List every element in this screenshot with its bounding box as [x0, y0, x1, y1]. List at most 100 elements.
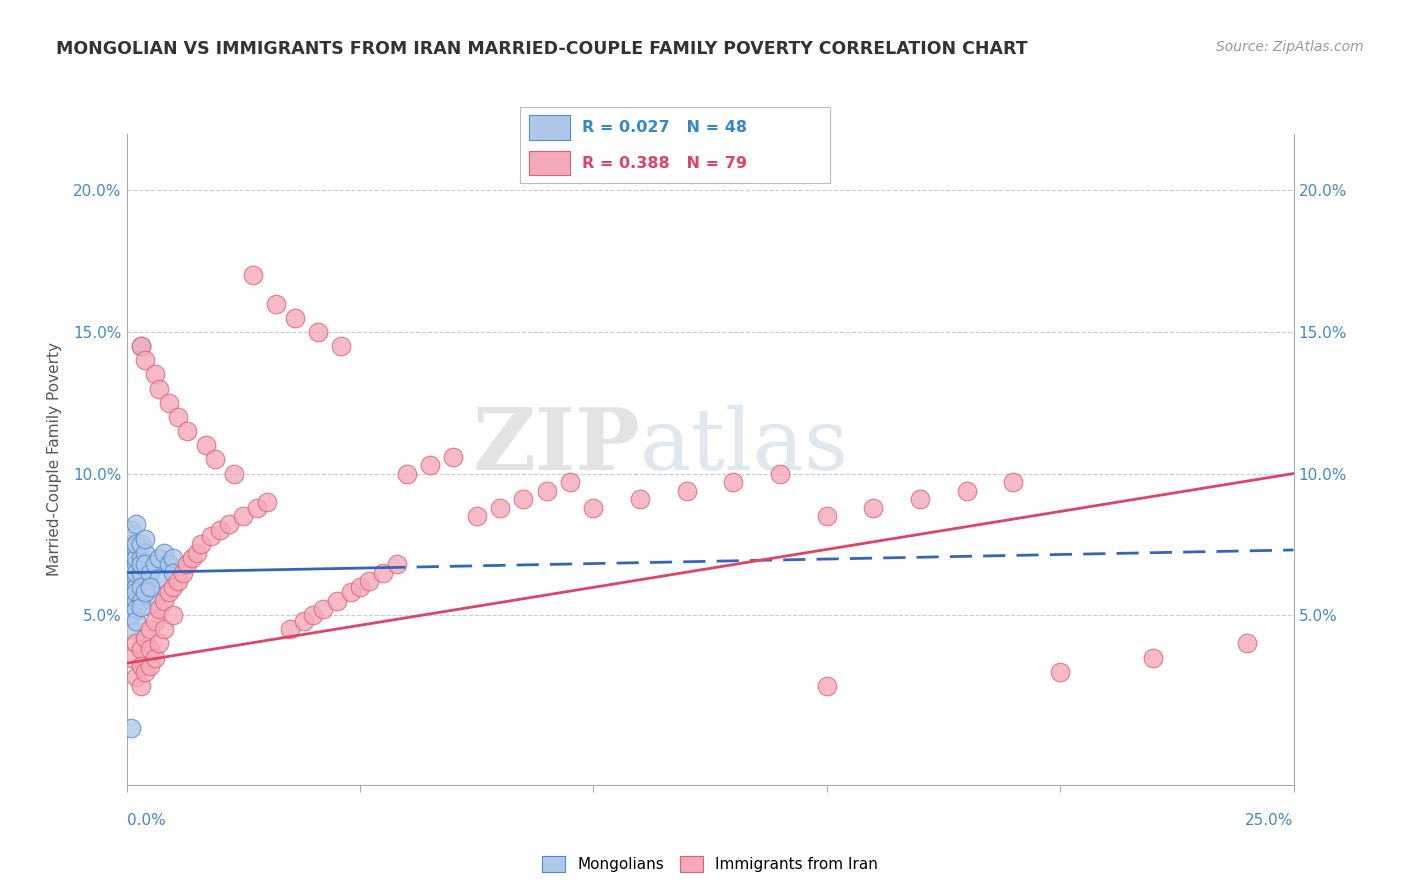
Point — [139, 642, 162, 657]
Point — [148, 636, 170, 650]
Text: atlas: atlas — [640, 405, 849, 488]
Bar — [530, 115, 569, 140]
Point — [862, 500, 884, 515]
Point — [208, 523, 231, 537]
Point — [125, 636, 148, 650]
Point — [120, 594, 142, 608]
Point — [489, 500, 512, 515]
Point — [292, 614, 315, 628]
Point — [222, 467, 245, 481]
Point — [339, 585, 361, 599]
Point — [134, 546, 156, 560]
Point — [120, 585, 142, 599]
Point — [129, 557, 152, 571]
Point — [125, 585, 148, 599]
Point — [139, 622, 162, 636]
Point — [176, 424, 198, 438]
Text: ZIP: ZIP — [472, 404, 640, 488]
Point — [190, 537, 212, 551]
Point — [134, 557, 156, 571]
Point — [284, 310, 307, 325]
Text: MONGOLIAN VS IMMIGRANTS FROM IRAN MARRIED-COUPLE FAMILY POVERTY CORRELATION CHAR: MONGOLIAN VS IMMIGRANTS FROM IRAN MARRIE… — [56, 40, 1028, 58]
Point — [125, 551, 148, 566]
Point — [153, 622, 176, 636]
Point — [218, 517, 240, 532]
Bar — [530, 151, 569, 175]
Point — [125, 543, 148, 558]
Point — [172, 566, 194, 580]
Point — [143, 594, 166, 608]
Point — [558, 475, 581, 489]
Point — [264, 296, 287, 310]
Point — [120, 566, 142, 580]
Point — [373, 566, 395, 580]
Point — [395, 467, 418, 481]
Point — [167, 409, 190, 424]
Text: 25.0%: 25.0% — [1246, 814, 1294, 828]
Point — [120, 529, 142, 543]
Point — [908, 491, 931, 506]
Point — [330, 339, 353, 353]
Point — [325, 594, 347, 608]
Point — [232, 508, 254, 523]
Point — [139, 580, 162, 594]
Point — [769, 467, 792, 481]
Point — [120, 622, 142, 636]
Point — [162, 566, 184, 580]
Point — [125, 602, 148, 616]
Point — [129, 679, 152, 693]
Point — [120, 546, 142, 560]
Point — [129, 580, 152, 594]
Point — [143, 614, 166, 628]
Point — [157, 557, 180, 571]
Point — [125, 557, 148, 571]
Point — [956, 483, 979, 498]
Point — [143, 650, 166, 665]
Point — [129, 594, 152, 608]
Point — [129, 659, 152, 673]
Point — [157, 585, 180, 599]
Point — [139, 566, 162, 580]
Point — [419, 458, 441, 472]
Point — [134, 353, 156, 368]
Y-axis label: Married-Couple Family Poverty: Married-Couple Family Poverty — [48, 343, 62, 576]
Point — [120, 722, 142, 736]
Point — [628, 491, 651, 506]
Point — [143, 368, 166, 382]
Point — [200, 529, 222, 543]
Point — [194, 438, 217, 452]
Point — [176, 557, 198, 571]
Point — [1049, 665, 1071, 679]
Point — [815, 508, 838, 523]
Point — [129, 566, 152, 580]
Point — [134, 585, 156, 599]
Text: 0.0%: 0.0% — [127, 814, 166, 828]
Point — [120, 650, 142, 665]
Point — [125, 517, 148, 532]
Point — [120, 523, 142, 537]
Point — [139, 659, 162, 673]
Point — [311, 602, 333, 616]
Point — [162, 608, 184, 623]
Point — [129, 551, 152, 566]
Point — [120, 574, 142, 588]
Text: R = 0.027   N = 48: R = 0.027 N = 48 — [582, 120, 747, 135]
Point — [125, 571, 148, 585]
Point — [125, 594, 148, 608]
Point — [307, 325, 329, 339]
Point — [148, 571, 170, 585]
Point — [125, 614, 148, 628]
Point — [815, 679, 838, 693]
Point — [134, 532, 156, 546]
Point — [256, 495, 278, 509]
Point — [129, 537, 152, 551]
Point — [162, 580, 184, 594]
Point — [125, 670, 148, 684]
Point — [387, 557, 409, 571]
Point — [1002, 475, 1025, 489]
Point — [125, 537, 148, 551]
Point — [134, 631, 156, 645]
Point — [125, 580, 148, 594]
Point — [180, 551, 202, 566]
Point — [129, 599, 152, 614]
